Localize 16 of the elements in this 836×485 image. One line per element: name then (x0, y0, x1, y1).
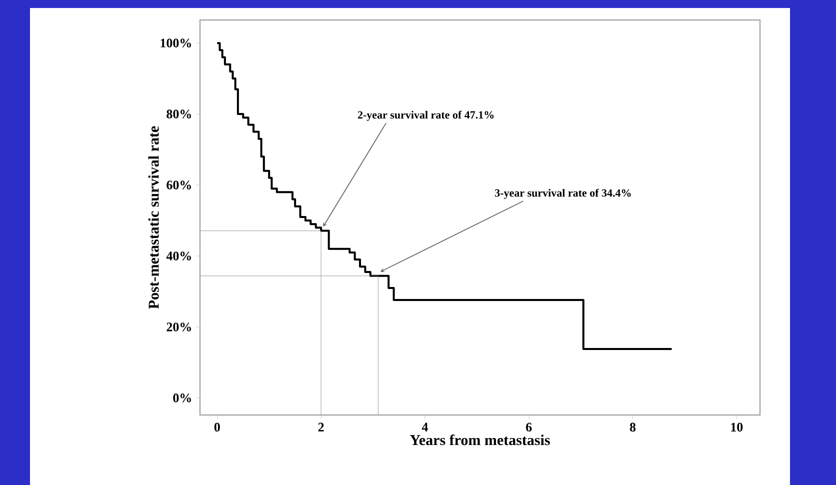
x-tick-label: 2 (318, 422, 324, 432)
y-tick-label: 20% (166, 322, 191, 332)
x-tick-label: 6 (526, 422, 532, 432)
x-axis-title: Years from metastasis (410, 434, 550, 446)
y-tick-label: 80% (166, 110, 191, 118)
y-tick-label: 40% (166, 252, 191, 260)
y-tick-label: 60% (166, 180, 191, 190)
x-tick-label: 10 (731, 422, 743, 432)
y-tick-label: 0% (173, 394, 191, 402)
annotation: 2-year survival rate of 47.1% (358, 110, 494, 121)
annotation: 3-year survival rate of 34.4% (495, 188, 631, 199)
y-axis-title: Post-metastatic survival rate (148, 126, 159, 309)
x-tick-label: 8 (630, 422, 636, 432)
x-tick-label: 0 (214, 422, 220, 432)
x-tick-label: 4 (422, 422, 428, 432)
y-tick-label: 100% (160, 38, 191, 48)
